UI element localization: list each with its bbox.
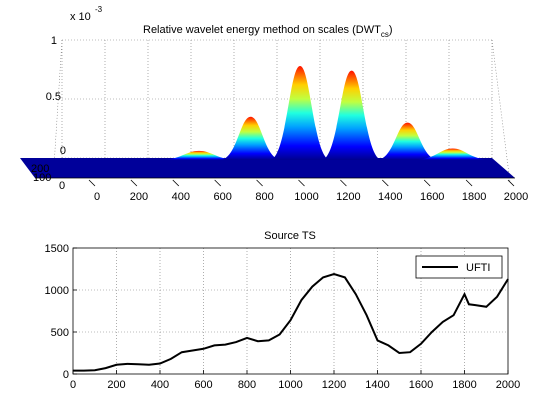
z-tick-label: 0.5 <box>46 91 61 103</box>
surface-peak <box>321 70 382 160</box>
x-tick-label: 200 <box>130 191 148 203</box>
exponent-power: -3 <box>95 5 103 14</box>
surface-peak <box>270 65 331 160</box>
z-tick-label: 0 <box>60 145 66 157</box>
line-chart-ticks: 0 200 400 600 800 1000 1200 1400 1600 1800 2000 0 50… <box>45 243 521 391</box>
x-tick-label: 1200 <box>336 191 360 203</box>
x-tick-label: 1800 <box>452 379 476 391</box>
x-tick <box>214 179 221 187</box>
x-tick-label: 1400 <box>378 191 402 203</box>
line-chart-title: Source TS <box>264 230 316 242</box>
x-tick <box>256 179 263 187</box>
surface-x-ticks: 0 200 400 600 800 1000 1200 1400 1600 1800 2000 <box>35 177 528 203</box>
exponent-label: x 10 <box>70 11 91 23</box>
z-tick-label: 1 <box>51 35 57 47</box>
legend-label-ufti: UFTI <box>466 262 490 274</box>
x-tick <box>298 179 305 187</box>
x-tick <box>465 179 473 187</box>
surface-peak <box>220 116 281 160</box>
line-chart: Source TS 0 200 400 600 800 1000 1200 1400 1600 1… <box>45 230 521 391</box>
legend: UFTI <box>415 255 503 279</box>
x-tick-label: 600 <box>214 191 232 203</box>
legend-box <box>415 255 503 279</box>
surface-plot-grid <box>53 39 511 183</box>
surface-peak <box>417 148 488 160</box>
surface-plot: 1 0.5 0 x 10 -3 Relative wavelet energy … <box>20 5 528 203</box>
x-tick <box>382 179 389 187</box>
x-tick-label: 1600 <box>420 191 444 203</box>
y-tick-label: 500 <box>51 327 69 339</box>
surface-peak <box>164 150 234 160</box>
x-tick-label: 400 <box>172 191 190 203</box>
series-line-ufti <box>73 272 509 372</box>
surface-area <box>20 65 515 178</box>
x-tick <box>172 179 180 187</box>
y-tick-label: 1000 <box>45 285 69 297</box>
x-tick-label: 0 <box>70 379 76 391</box>
x-tick-label: 200 <box>107 379 125 391</box>
y-tick-label: 0 <box>59 180 65 192</box>
x-tick-label: 1400 <box>365 379 389 391</box>
x-tick-label: 600 <box>194 379 212 391</box>
x-tick-label: 2000 <box>504 191 528 203</box>
x-tick <box>507 179 515 187</box>
x-tick-label: 0 <box>94 191 100 203</box>
x-tick <box>423 179 431 187</box>
x-tick-label: 1000 <box>294 191 318 203</box>
x-tick-label: 1000 <box>278 379 302 391</box>
x-tick <box>88 179 96 187</box>
y-tick-label: 200 <box>31 163 49 175</box>
surface-floor <box>20 158 515 178</box>
x-tick-label: 400 <box>151 379 169 391</box>
x-tick-label: 800 <box>255 191 273 203</box>
y-tick-label: 0 <box>63 369 69 381</box>
surface-title: Relative wavelet energy method on scales… <box>143 24 393 39</box>
x-tick-label: 1800 <box>462 191 486 203</box>
x-tick-label: 1600 <box>409 379 433 391</box>
surface-peak <box>377 122 438 160</box>
y-tick-label: 1500 <box>45 243 69 255</box>
x-tick-label: 1200 <box>322 379 346 391</box>
x-tick <box>130 179 138 187</box>
x-tick-label: 2000 <box>496 379 520 391</box>
x-tick-label: 800 <box>238 379 256 391</box>
grid-line <box>53 39 63 167</box>
x-tick <box>340 179 347 187</box>
